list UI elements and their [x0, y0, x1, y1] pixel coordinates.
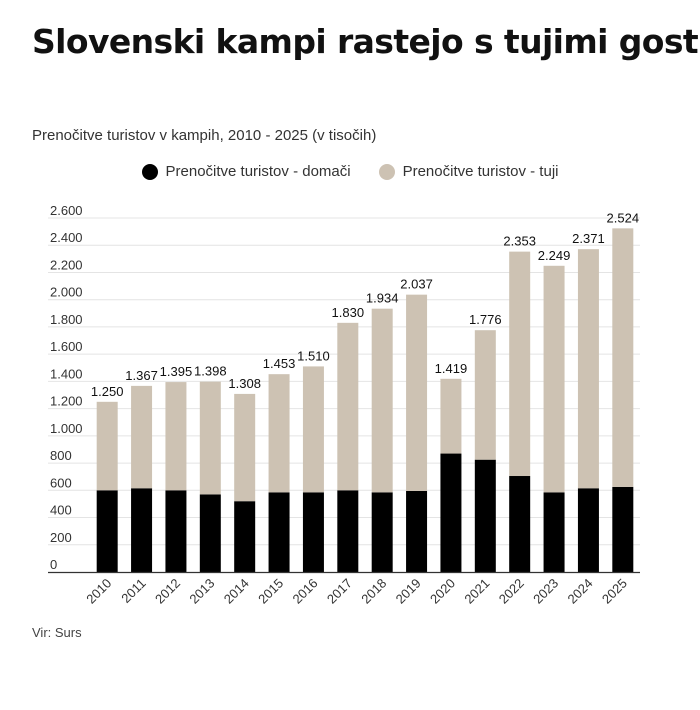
x-tick-label: 2016: [290, 576, 321, 607]
legend-swatch-domestic: [141, 163, 158, 180]
bar-domestic: [131, 488, 153, 572]
bar-domestic: [440, 453, 462, 572]
x-tick-label: 2010: [83, 576, 114, 607]
bar-foreign: [543, 265, 565, 493]
bar-domestic: [612, 486, 634, 572]
bar-domestic: [474, 459, 496, 572]
bar-foreign: [199, 381, 221, 495]
x-tick-label: 2012: [152, 576, 183, 607]
bar-domestic: [371, 492, 393, 572]
x-tick-label: 2017: [324, 576, 355, 607]
total-data-label: 2.371: [572, 231, 605, 246]
bar-domestic: [268, 492, 290, 572]
bar-domestic: [234, 501, 256, 572]
y-tick-label: 600: [50, 475, 72, 490]
legend-item-domestic: Prenočitve turistov - domači: [141, 163, 351, 180]
total-data-label: 2.524: [607, 210, 640, 225]
total-data-label: 1.308: [228, 376, 261, 391]
stacked-bar-chart: 0 200 400 600 800 1.000 1.200 1.400 1.600 1.800 2.…: [48, 203, 640, 607]
legend-swatch-foreign: [378, 163, 395, 180]
total-data-label: 1.510: [297, 348, 330, 363]
x-tick-label: 2015: [255, 576, 286, 607]
y-tick-label: 1.800: [50, 312, 83, 327]
y-tick-label: 0: [50, 557, 57, 572]
bar-foreign: [371, 308, 393, 493]
bar-foreign: [234, 393, 256, 502]
y-tick-label: 800: [50, 448, 72, 463]
chart-title: Slovenski kampi rastejo s tujimi gosti: [32, 22, 700, 61]
total-data-label: 1.395: [160, 364, 193, 379]
total-data-label: 1.250: [91, 384, 124, 399]
x-tick-label: 2020: [427, 576, 458, 607]
bar-foreign: [406, 294, 428, 491]
total-data-label: 1.830: [332, 305, 365, 320]
total-data-label: 2.037: [400, 277, 433, 292]
x-tick-label: 2024: [565, 576, 596, 607]
y-tick-label: 1.600: [50, 339, 83, 354]
bar-foreign: [612, 228, 634, 487]
legend-item-foreign: Prenočitve turistov - tuji: [378, 163, 559, 180]
bar-foreign: [474, 330, 496, 460]
y-tick-label: 2.000: [50, 285, 83, 300]
y-tick-label: 400: [50, 503, 72, 518]
chart-legend: Prenočitve turistov - domači Prenočitve …: [0, 163, 700, 180]
y-tick-label: 2.600: [50, 203, 83, 218]
bar-foreign: [302, 366, 324, 493]
total-data-label: 1.419: [435, 361, 468, 376]
total-data-label: 1.367: [125, 368, 158, 383]
y-tick-label: 2.200: [50, 257, 83, 272]
legend-label-domestic: Prenočitve turistov - domači: [165, 163, 351, 180]
bar-foreign: [509, 251, 531, 477]
x-tick-label: 2011: [118, 576, 148, 606]
bar-domestic: [337, 490, 359, 572]
total-data-label: 2.249: [538, 248, 571, 263]
bar-domestic: [509, 476, 531, 572]
total-data-label: 1.453: [263, 356, 296, 371]
x-tick-label: 2013: [186, 576, 217, 607]
bar-domestic: [302, 492, 324, 572]
x-tick-label: 2021: [461, 576, 492, 607]
source-note: Vir: Surs: [32, 625, 82, 640]
bar-domestic: [577, 488, 599, 572]
bar-domestic: [406, 490, 428, 572]
chart-subtitle: Prenočitve turistov v kampih, 2010 - 202…: [32, 127, 377, 144]
bar-domestic: [543, 492, 565, 572]
bar-domestic: [96, 490, 118, 572]
legend-label-foreign: Prenočitve turistov - tuji: [402, 163, 559, 180]
bar-foreign: [440, 378, 462, 454]
y-tick-label: 1.200: [50, 394, 83, 409]
y-tick-label: 1.000: [50, 421, 83, 436]
bar-domestic: [199, 494, 221, 572]
y-tick-label: 1.400: [50, 366, 83, 381]
bar-domestic: [165, 490, 187, 572]
y-tick-label: 200: [50, 530, 72, 545]
y-tick-label: 2.400: [50, 230, 83, 245]
bar-foreign: [131, 385, 153, 489]
x-tick-label: 2023: [530, 576, 561, 607]
bar-foreign: [577, 249, 599, 489]
bar-foreign: [337, 322, 359, 491]
bar-foreign: [268, 374, 290, 493]
total-data-label: 2.353: [503, 234, 536, 249]
total-data-label: 1.398: [194, 364, 227, 379]
x-tick-label: 2022: [496, 576, 527, 607]
total-data-label: 1.776: [469, 312, 502, 327]
x-tick-label: 2018: [358, 576, 389, 607]
bar-foreign: [165, 382, 187, 491]
x-tick-label: 2025: [599, 576, 630, 607]
bar-foreign: [96, 401, 118, 491]
x-tick-label: 2019: [393, 576, 424, 607]
x-tick-label: 2014: [221, 576, 252, 607]
total-data-label: 1.934: [366, 291, 399, 306]
